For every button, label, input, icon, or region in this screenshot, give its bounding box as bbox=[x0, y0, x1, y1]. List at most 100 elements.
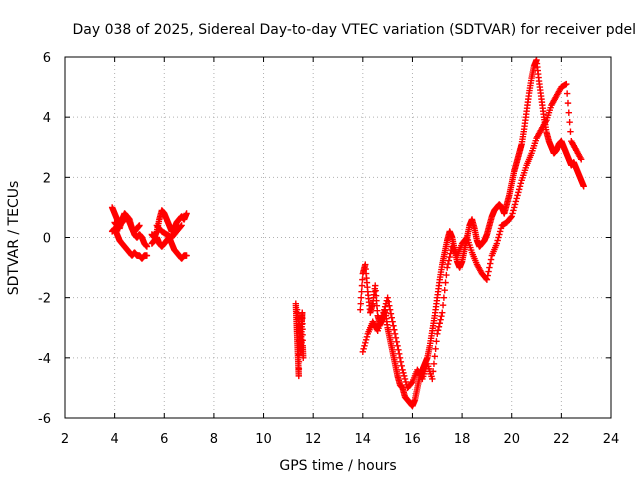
data-point bbox=[516, 183, 524, 190]
data-point bbox=[379, 312, 386, 319]
x-tick-label: 10 bbox=[255, 432, 272, 447]
data-point bbox=[496, 228, 504, 235]
data-point bbox=[398, 362, 405, 370]
data-point bbox=[441, 286, 448, 294]
data-point bbox=[578, 156, 585, 163]
y-tick-label: -4 bbox=[38, 352, 51, 367]
data-point bbox=[387, 310, 395, 317]
data-point bbox=[444, 260, 452, 268]
data-point bbox=[380, 309, 387, 316]
data-point bbox=[391, 326, 398, 333]
data-point bbox=[178, 222, 185, 229]
data-point bbox=[487, 256, 495, 263]
data-point bbox=[386, 306, 394, 313]
data-point bbox=[514, 192, 521, 199]
data-point bbox=[515, 186, 523, 193]
data-point bbox=[381, 306, 388, 313]
data-point bbox=[299, 320, 306, 327]
data-point bbox=[357, 294, 365, 301]
data-point bbox=[357, 306, 364, 313]
chart-title: Day 038 of 2025, Sidereal Day-to-day VTE… bbox=[73, 22, 637, 38]
data-point bbox=[429, 368, 437, 375]
data-point bbox=[580, 183, 587, 190]
data-point bbox=[361, 342, 368, 349]
data-point bbox=[362, 339, 369, 346]
data-point bbox=[486, 264, 493, 271]
data-point bbox=[384, 294, 391, 301]
y-tick-label: -6 bbox=[38, 412, 51, 427]
data-point bbox=[509, 210, 516, 217]
data-point bbox=[396, 354, 404, 362]
series-segment-1 bbox=[108, 204, 151, 262]
data-point bbox=[485, 268, 492, 275]
data-point bbox=[394, 342, 401, 349]
data-point bbox=[402, 378, 410, 386]
y-tick-label: 2 bbox=[43, 171, 51, 186]
x-tick-label: 14 bbox=[355, 432, 372, 447]
data-point bbox=[429, 375, 436, 383]
data-point bbox=[393, 338, 400, 345]
data-point bbox=[395, 346, 402, 354]
data-point bbox=[493, 240, 501, 247]
data-point bbox=[563, 80, 570, 88]
data-point bbox=[359, 348, 367, 356]
data-point bbox=[143, 252, 151, 259]
data-point bbox=[508, 213, 515, 220]
data-point bbox=[359, 276, 366, 283]
x-tick-label: 2 bbox=[61, 432, 69, 447]
data-point bbox=[358, 282, 366, 289]
data-point bbox=[435, 323, 443, 330]
data-point bbox=[433, 338, 440, 345]
series-segment-3 bbox=[292, 300, 307, 380]
data-point bbox=[392, 334, 400, 341]
data-point bbox=[566, 118, 573, 126]
data-point bbox=[386, 302, 393, 309]
x-tick-label: 20 bbox=[503, 432, 520, 447]
x-axis-label: GPS time / hours bbox=[279, 458, 396, 474]
series-segment-5 bbox=[359, 80, 585, 392]
data-point bbox=[496, 231, 503, 238]
data-point bbox=[300, 354, 307, 362]
x-tick-label: 8 bbox=[210, 432, 218, 447]
data-point bbox=[434, 330, 441, 337]
data-point bbox=[298, 342, 306, 349]
data-point bbox=[440, 294, 448, 301]
y-tick-label: 6 bbox=[43, 51, 51, 66]
data-point bbox=[400, 372, 408, 380]
plot-frame bbox=[64, 56, 612, 419]
data-point bbox=[431, 353, 438, 360]
data-point bbox=[401, 375, 409, 383]
x-tick-label: 4 bbox=[110, 432, 118, 447]
data-point bbox=[430, 360, 438, 368]
x-tick-label: 24 bbox=[603, 432, 620, 447]
data-point bbox=[362, 336, 370, 343]
data-point bbox=[564, 99, 572, 107]
series-segment-4 bbox=[357, 56, 587, 410]
data-point bbox=[358, 288, 365, 295]
data-point bbox=[143, 243, 151, 250]
data-point bbox=[436, 320, 443, 327]
data-point bbox=[390, 322, 397, 329]
data-point bbox=[497, 225, 505, 232]
data-point bbox=[487, 260, 494, 267]
data-point bbox=[295, 365, 303, 373]
data-point bbox=[432, 345, 439, 353]
data-point bbox=[439, 301, 447, 309]
data-point bbox=[567, 128, 574, 135]
data-point bbox=[563, 90, 571, 97]
x-tick-label: 18 bbox=[454, 432, 471, 447]
data-point bbox=[385, 298, 392, 305]
data-point bbox=[494, 237, 501, 244]
data-point bbox=[447, 250, 454, 257]
data-point bbox=[391, 330, 399, 337]
data-point bbox=[438, 313, 445, 320]
data-point bbox=[443, 271, 450, 279]
data-point bbox=[363, 333, 371, 340]
data-point bbox=[495, 234, 502, 241]
series-segment-2 bbox=[148, 207, 190, 262]
data-point bbox=[434, 327, 442, 334]
data-point bbox=[444, 264, 451, 271]
data-point bbox=[295, 358, 303, 366]
x-tick-label: 16 bbox=[404, 432, 421, 447]
